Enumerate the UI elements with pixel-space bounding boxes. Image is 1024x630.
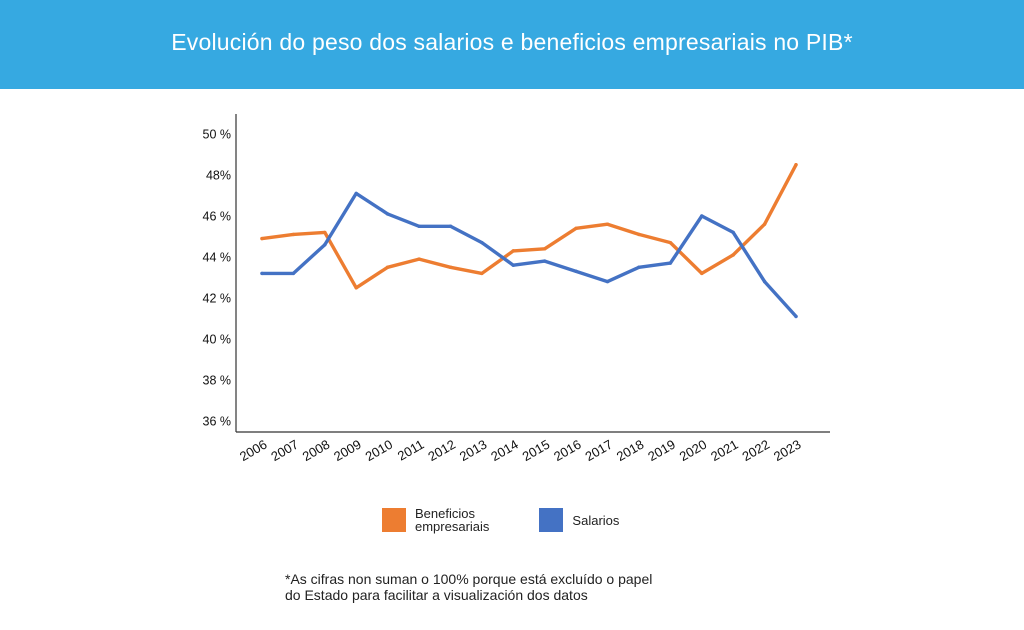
data-point-beneficios bbox=[354, 286, 358, 290]
data-point-salarios bbox=[762, 279, 767, 284]
data-point-beneficios bbox=[605, 222, 610, 226]
page-title: Evolución do peso dos salarios e benefic… bbox=[171, 29, 853, 55]
x-tick-label: 2009 bbox=[331, 437, 364, 464]
x-tick-label: 2010 bbox=[363, 437, 396, 464]
x-tick-label: 2017 bbox=[582, 437, 615, 464]
x-tick-label: 2013 bbox=[457, 437, 490, 464]
data-point-salarios bbox=[543, 259, 547, 263]
y-tick-label: 36 % bbox=[203, 415, 232, 429]
footnote-line1: *As cifras non suman o 100% porque está … bbox=[285, 571, 653, 587]
data-point-salarios bbox=[417, 224, 421, 228]
y-tick-label: 46 % bbox=[203, 210, 232, 224]
x-tick-label: 2019 bbox=[645, 437, 678, 464]
legend-label-beneficios-line1: Beneficios bbox=[415, 506, 475, 521]
footnote-line2: do Estado para facilitar a visualización… bbox=[285, 587, 588, 603]
x-tick-label: 2023 bbox=[771, 437, 804, 464]
data-point-salarios bbox=[700, 214, 704, 218]
chart-axes bbox=[235, 114, 830, 433]
chart-legend: Beneficios empresariais Salarios bbox=[382, 507, 619, 533]
x-tick-label: 2020 bbox=[677, 437, 710, 464]
series-line-salarios bbox=[260, 191, 798, 319]
x-tick-label: 2014 bbox=[488, 437, 521, 464]
data-point-salarios bbox=[794, 314, 798, 319]
data-point-beneficios bbox=[762, 222, 767, 226]
data-point-beneficios bbox=[511, 249, 515, 253]
legend-swatch-beneficios bbox=[382, 508, 406, 532]
y-tick-label: 44 % bbox=[203, 251, 232, 265]
x-tick-label: 2018 bbox=[614, 437, 647, 464]
data-point-salarios bbox=[668, 261, 673, 265]
data-point-salarios bbox=[260, 271, 264, 276]
y-tick-label: 48% bbox=[206, 169, 231, 183]
legend-label-beneficios: Beneficios empresariais bbox=[415, 507, 489, 533]
x-tick-label: 2007 bbox=[268, 437, 301, 464]
x-tick-label: 2008 bbox=[300, 437, 333, 464]
data-point-beneficios bbox=[543, 247, 547, 251]
data-point-beneficios bbox=[417, 257, 421, 261]
legend-label-beneficios-line2: empresariais bbox=[415, 519, 490, 534]
x-tick-label: 2016 bbox=[551, 437, 584, 464]
data-point-beneficios bbox=[385, 265, 390, 269]
data-point-salarios bbox=[480, 240, 484, 245]
series-lines bbox=[260, 163, 798, 319]
data-point-beneficios bbox=[668, 240, 673, 245]
y-tick-label: 50 % bbox=[203, 128, 232, 142]
x-tick-label: 2012 bbox=[425, 437, 458, 464]
data-point-beneficios bbox=[448, 265, 453, 269]
x-tick-label: 2022 bbox=[740, 437, 773, 464]
y-axis-ticks: 50 % 48% 46 % 44 % 42 % 40 % 38 % 36 % bbox=[203, 128, 232, 429]
data-point-salarios bbox=[731, 230, 735, 235]
legend-item-beneficios: Beneficios empresariais bbox=[382, 507, 489, 533]
x-tick-label: 2015 bbox=[520, 437, 553, 464]
x-tick-label: 2006 bbox=[237, 437, 270, 464]
data-point-beneficios bbox=[291, 232, 296, 237]
data-point-salarios bbox=[323, 243, 327, 247]
data-point-beneficios bbox=[731, 253, 735, 257]
data-point-beneficios bbox=[480, 271, 484, 276]
data-point-salarios bbox=[637, 265, 641, 269]
series-line-beneficios bbox=[260, 163, 798, 290]
data-point-salarios bbox=[605, 279, 610, 284]
data-point-salarios bbox=[354, 191, 358, 196]
y-tick-label: 40 % bbox=[203, 333, 232, 347]
data-point-beneficios bbox=[637, 232, 641, 237]
data-point-salarios bbox=[574, 269, 578, 274]
x-tick-label: 2011 bbox=[395, 437, 427, 464]
data-point-salarios bbox=[385, 212, 390, 216]
data-point-salarios bbox=[448, 224, 453, 228]
data-point-beneficios bbox=[574, 226, 578, 230]
data-point-beneficios bbox=[323, 230, 327, 235]
footnote: *As cifras non suman o 100% porque está … bbox=[285, 571, 765, 603]
data-point-beneficios bbox=[260, 236, 264, 241]
legend-swatch-salarios bbox=[539, 508, 564, 532]
data-point-salarios bbox=[511, 263, 515, 267]
data-point-salarios bbox=[291, 271, 296, 276]
y-tick-label: 42 % bbox=[203, 292, 232, 306]
title-banner: Evolución do peso dos salarios e benefic… bbox=[0, 0, 1024, 89]
legend-item-salarios: Salarios bbox=[539, 508, 619, 532]
data-point-beneficios bbox=[700, 271, 704, 276]
y-tick-label: 38 % bbox=[203, 374, 232, 388]
x-tick-label: 2021 bbox=[708, 437, 741, 464]
data-point-beneficios bbox=[794, 163, 798, 167]
legend-label-salarios: Salarios bbox=[572, 512, 620, 528]
